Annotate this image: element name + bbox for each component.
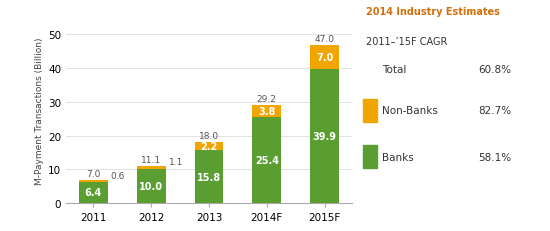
Bar bbox=[310, 69, 339, 203]
Bar bbox=[195, 150, 223, 203]
Bar bbox=[79, 180, 108, 182]
Bar bbox=[310, 46, 339, 69]
Bar bbox=[195, 143, 223, 150]
Text: 6.4: 6.4 bbox=[85, 188, 102, 198]
Text: Non-Banks: Non-Banks bbox=[382, 106, 438, 116]
Bar bbox=[252, 105, 281, 118]
Text: 1.1: 1.1 bbox=[168, 157, 183, 166]
Text: 11.1: 11.1 bbox=[141, 155, 161, 164]
Bar bbox=[252, 118, 281, 203]
Text: 58.1%: 58.1% bbox=[478, 152, 512, 162]
Bar bbox=[137, 166, 166, 170]
Text: 10.0: 10.0 bbox=[139, 182, 163, 191]
Bar bbox=[137, 170, 166, 203]
Text: 47.0: 47.0 bbox=[315, 34, 334, 43]
Text: 82.7%: 82.7% bbox=[478, 106, 512, 116]
Text: 18.0: 18.0 bbox=[199, 132, 219, 141]
Text: 2014 Industry Estimates: 2014 Industry Estimates bbox=[366, 7, 499, 17]
Text: 39.9: 39.9 bbox=[312, 131, 337, 141]
Text: 2.2: 2.2 bbox=[200, 142, 218, 152]
Text: Total: Total bbox=[382, 64, 406, 74]
Text: 15.8: 15.8 bbox=[197, 172, 221, 182]
Bar bbox=[79, 182, 108, 203]
Text: 60.8%: 60.8% bbox=[478, 64, 512, 74]
Y-axis label: M-Payment Transactions (Billion): M-Payment Transactions (Billion) bbox=[35, 37, 44, 184]
Text: 0.6: 0.6 bbox=[111, 171, 125, 180]
Text: 2011–’15F CAGR: 2011–’15F CAGR bbox=[366, 37, 447, 47]
Text: 7.0: 7.0 bbox=[316, 52, 333, 62]
Text: Banks: Banks bbox=[382, 152, 414, 162]
Text: 7.0: 7.0 bbox=[86, 169, 101, 178]
Text: 3.8: 3.8 bbox=[258, 106, 276, 116]
Text: 29.2: 29.2 bbox=[257, 94, 277, 103]
Text: 25.4: 25.4 bbox=[255, 156, 279, 166]
